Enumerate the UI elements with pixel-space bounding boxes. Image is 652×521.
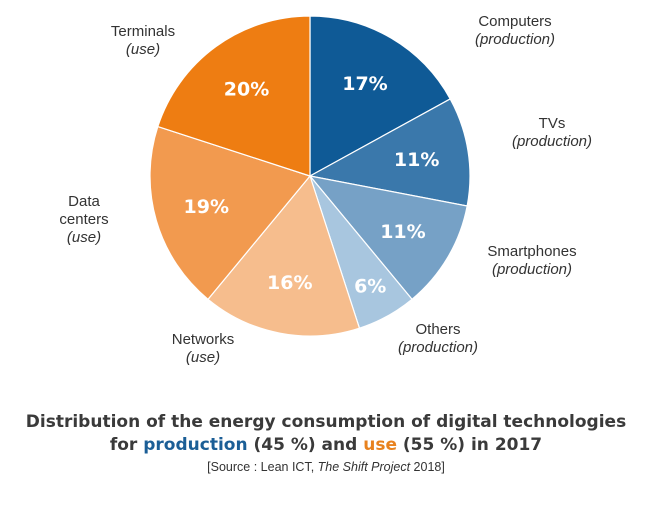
label-others-group: (production) — [397, 339, 479, 356]
label-computers-category: Computers — [478, 13, 552, 30]
chart-title-line1: Distribution of the energy consumption o… — [25, 412, 627, 432]
chart-title-line2: for production (45 %) and use (55 %) in … — [0, 435, 652, 455]
label-terminals-category: Terminals — [110, 23, 176, 40]
label-tvs: TVs (production) — [492, 115, 612, 151]
label-networks-group: (use) — [185, 349, 221, 366]
slice-value-label-tvs: 11% — [394, 149, 439, 171]
label-others-category: Others — [415, 321, 461, 338]
label-terminals: Terminals (use) — [93, 23, 193, 59]
title-use-word: use — [363, 435, 397, 455]
label-smartphones-group: (production) — [491, 261, 573, 278]
slice-value-label-others: 6% — [354, 276, 386, 298]
label-tvs-category: TVs — [538, 115, 566, 132]
source-prefix: [Source : Lean ICT, — [207, 460, 318, 474]
slice-value-label-computers: 17% — [342, 73, 387, 95]
label-data-centers-line2: centers — [59, 211, 109, 228]
label-smartphones-category: Smartphones — [487, 243, 577, 260]
pie-slice-terminals — [157, 15, 311, 177]
slice-value-label-networks: 16% — [267, 272, 312, 294]
label-tvs-group: (production) — [511, 133, 593, 150]
pie-slice-smartphones — [308, 175, 468, 301]
label-networks-category: Networks — [171, 331, 235, 348]
pie-slice-tvs — [308, 98, 471, 207]
pie-slice-data-centers — [149, 125, 312, 301]
label-others: Others (production) — [378, 321, 498, 357]
title-use-share: (55 %) in 2017 — [396, 435, 543, 455]
label-terminals-group: (use) — [125, 41, 161, 58]
title-production-share: (45 %) and — [247, 435, 364, 455]
slice-value-label-data-centers: 19% — [184, 196, 229, 218]
title-production-word: production — [143, 435, 248, 455]
label-smartphones: Smartphones (production) — [467, 243, 597, 279]
pie-chart: 17% 11% 11% 6% 16% 19% 20% — [149, 15, 471, 337]
source-italic: The Shift Project — [317, 460, 411, 474]
source-suffix: 2018] — [410, 460, 445, 474]
label-data-centers-line1: Data — [68, 193, 100, 210]
pie-slice-networks — [207, 174, 361, 337]
title-line2-prefix: for — [109, 435, 144, 455]
label-computers: Computers (production) — [455, 13, 575, 49]
label-computers-group: (production) — [474, 31, 556, 48]
label-data-centers-group: (use) — [66, 229, 102, 246]
slice-value-label-smartphones: 11% — [380, 221, 425, 243]
label-data-centers: Data centers (use) — [39, 193, 129, 247]
pie-slice-computers — [309, 15, 452, 178]
slice-value-label-terminals: 20% — [224, 79, 269, 101]
chart-source: [Source : Lean ICT, The Shift Project 20… — [0, 460, 652, 474]
label-networks: Networks (use) — [153, 331, 253, 367]
